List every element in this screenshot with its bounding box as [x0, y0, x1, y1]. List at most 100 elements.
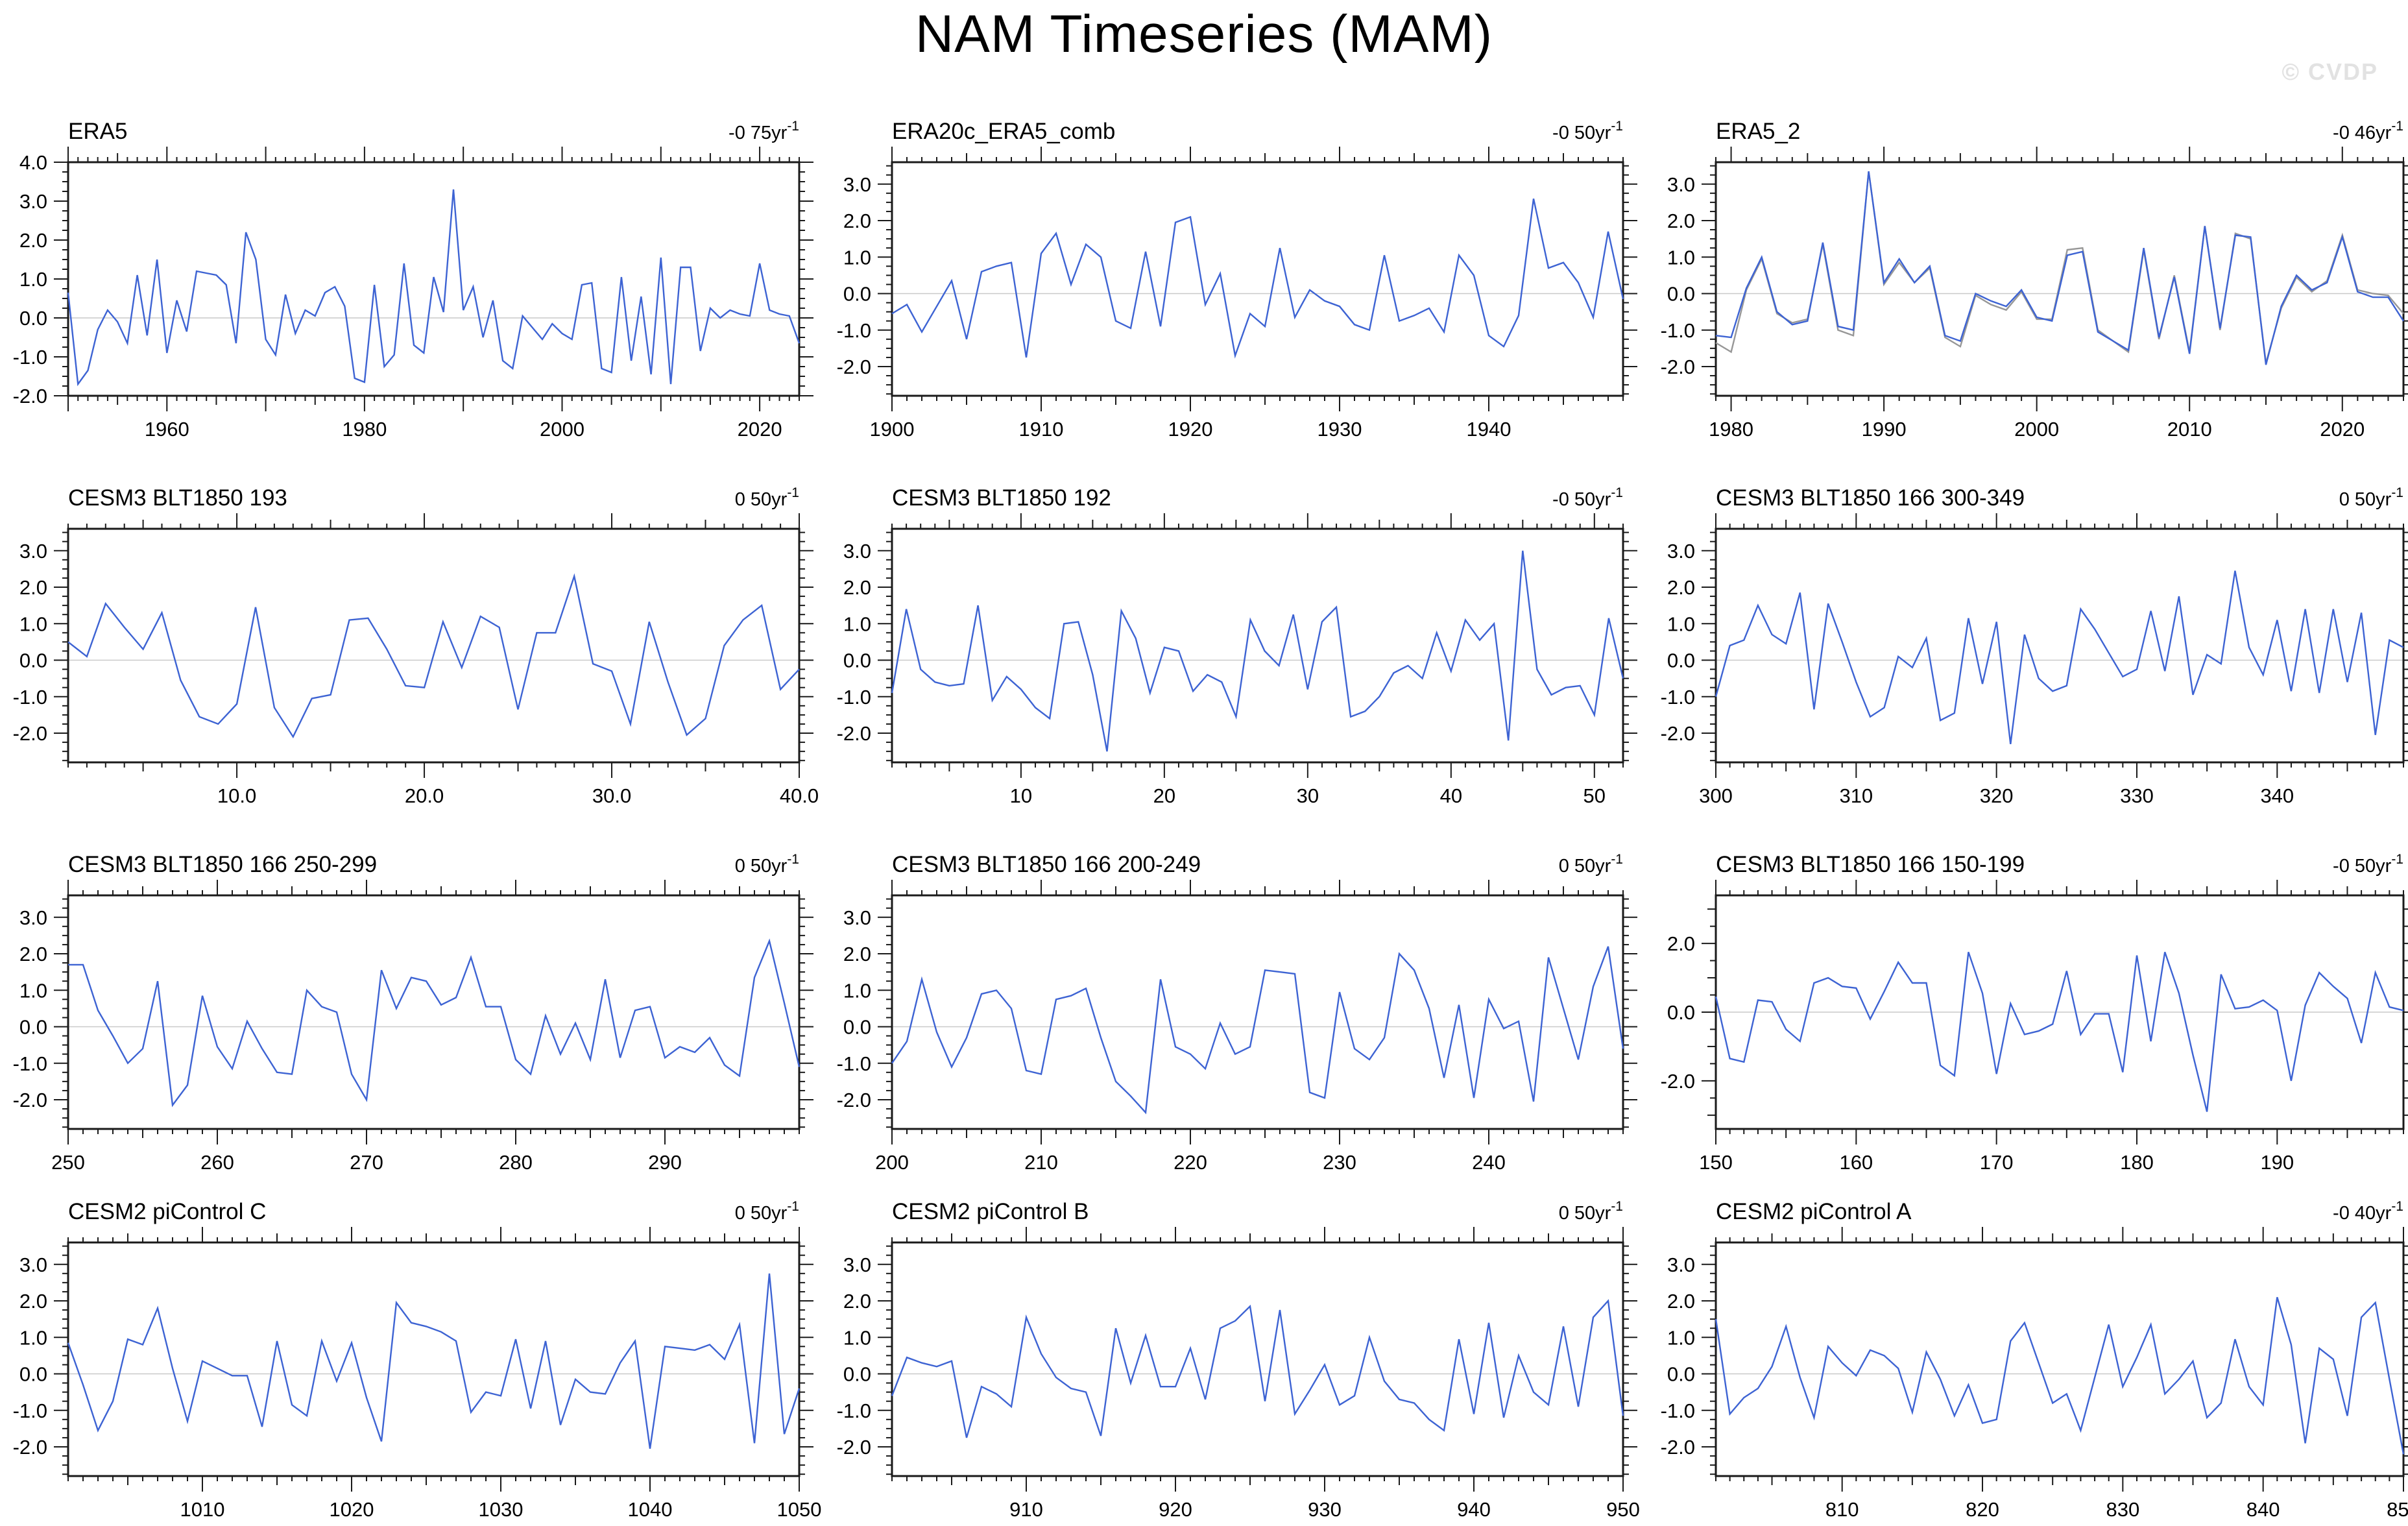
trend-label-exponent: -1 [1611, 852, 1623, 867]
series-line [1715, 570, 2404, 745]
chart-panel: CESM3 BLT1850 166 200-249 0 50yr-1 200 210 2… [837, 852, 1637, 1174]
x-tick-label: 240 [1472, 1151, 1506, 1174]
y-tick-label: 2.0 [1667, 932, 1695, 955]
trend-label-base: 0 50yr [735, 489, 788, 510]
x-tick-label: 260 [200, 1151, 234, 1174]
trend-label: 0 50yr-1 [735, 852, 799, 877]
y-tick-label: -2.0 [13, 1436, 47, 1459]
x-tick-label: 1900 [870, 418, 915, 441]
x-tick-label: 1990 [1862, 418, 1907, 441]
y-tick-label: 3.0 [19, 190, 47, 213]
y-tick-label: 1.0 [843, 246, 871, 269]
y-tick-label: 1.0 [19, 1326, 47, 1349]
y-tick-label: -2.0 [13, 722, 47, 745]
x-tick-label: 50 [1583, 784, 1606, 807]
y-tick-label: -1.0 [13, 1399, 47, 1422]
x-tick-label: 190 [2260, 1151, 2294, 1174]
plot-frame [67, 894, 801, 1130]
trend-label-base: -0 46yr [2333, 123, 2392, 143]
x-tick-label: 310 [1839, 784, 1873, 807]
panel-title: CESM2 piControl C [68, 1199, 266, 1224]
x-tick-label: 2000 [540, 418, 584, 441]
x-tick-label: 910 [1009, 1498, 1043, 1521]
y-tick-label: -2.0 [1661, 356, 1695, 378]
y-tick-label: -2.0 [1661, 722, 1695, 745]
x-tick-label: 1030 [479, 1498, 524, 1521]
y-tick-label: 4.0 [19, 151, 47, 174]
trend-label-base: -0 75yr [728, 123, 788, 143]
x-tick-label: 1020 [330, 1498, 374, 1521]
series-line [67, 189, 801, 387]
panel-title: ERA5 [68, 119, 127, 144]
trend-label-base: 0 50yr [2339, 489, 2392, 510]
trend-label-exponent: -1 [1611, 485, 1623, 500]
page-title: NAM Timeseries (MAM) [915, 5, 1493, 64]
y-tick-label: 2.0 [1667, 210, 1695, 232]
plot-frame [891, 1241, 1624, 1477]
y-tick-label: 3.0 [19, 540, 47, 563]
trend-label-base: -0 50yr [1552, 123, 1611, 143]
y-tick-label: 3.0 [843, 173, 871, 196]
x-tick-label: 850 [2387, 1498, 2408, 1521]
trend-label-exponent: -1 [787, 852, 799, 867]
trend-label-base: -0 50yr [1552, 489, 1611, 510]
y-tick-label: 2.0 [1667, 1290, 1695, 1313]
x-tick-label: 1910 [1019, 418, 1064, 441]
y-tick-label: 3.0 [1667, 540, 1695, 563]
trend-label-exponent: -1 [2391, 485, 2403, 500]
x-tick-label: 1040 [628, 1498, 673, 1521]
y-tick-label: -1.0 [837, 1399, 871, 1422]
x-tick-label: 2020 [2320, 418, 2365, 441]
x-tick-label: 270 [350, 1151, 383, 1174]
trend-label-exponent: -1 [1611, 1199, 1623, 1214]
trend-label: 0 50yr-1 [735, 1199, 799, 1224]
trend-label: 0 50yr-1 [735, 485, 799, 510]
x-tick-label: 1930 [1318, 418, 1362, 441]
panel-title: CESM3 BLT1850 166 250-299 [68, 852, 377, 877]
x-tick-label: 20 [1153, 784, 1175, 807]
x-tick-label: 330 [2120, 784, 2154, 807]
y-tick-label: 1.0 [1667, 246, 1695, 269]
y-tick-label: 0.0 [19, 649, 47, 672]
trend-label-base: 0 50yr [1559, 856, 1611, 877]
x-tick-label: 840 [2246, 1498, 2280, 1521]
y-tick-label: -2.0 [837, 356, 871, 378]
y-tick-label: 0.0 [1667, 283, 1695, 306]
panel-title: CESM2 piControl B [892, 1199, 1089, 1224]
x-tick-label: 2000 [2014, 418, 2059, 441]
x-tick-label: 820 [1966, 1498, 1999, 1521]
y-tick-label: -1.0 [1661, 686, 1695, 708]
chart-panel: CESM3 BLT1850 166 250-299 0 50yr-1 250 260 2… [13, 852, 813, 1174]
y-tick-label: -1.0 [13, 346, 47, 369]
x-tick-label: 1980 [342, 418, 387, 441]
x-tick-label: 40 [1440, 784, 1462, 807]
trend-label: -0 75yr-1 [728, 119, 799, 143]
y-tick-label: 0.0 [1667, 1363, 1695, 1386]
y-tick-label: 1.0 [19, 612, 47, 635]
series-line [1715, 1297, 2405, 1455]
x-tick-label: 230 [1323, 1151, 1356, 1174]
plot-frame [1715, 894, 2405, 1130]
trend-label: -0 40yr-1 [2333, 1199, 2403, 1224]
y-tick-label: 2.0 [19, 576, 47, 599]
y-tick-label: 1.0 [843, 612, 871, 635]
y-tick-label: 2.0 [19, 229, 47, 252]
y-tick-label: 0.0 [843, 283, 871, 306]
y-tick-label: -2.0 [1661, 1070, 1695, 1093]
panel-title: ERA5_2 [1716, 119, 1800, 144]
x-tick-label: 940 [1457, 1498, 1491, 1521]
x-tick-label: 30 [1297, 784, 1319, 807]
chart-panel: CESM3 BLT1850 193 0 50yr-1 10.0 20.0 30.0 40.… [13, 485, 819, 807]
x-tick-label: 300 [1699, 784, 1733, 807]
trend-label-exponent: -1 [2391, 1199, 2403, 1214]
panel-title: CESM3 BLT1850 166 200-249 [892, 852, 1201, 877]
plot-frame [1715, 527, 2405, 764]
y-tick-label: -2.0 [1661, 1436, 1695, 1459]
y-tick-label: 2.0 [19, 943, 47, 965]
trend-label: 0 50yr-1 [1559, 1199, 1623, 1224]
panel-title: CESM3 BLT1850 192 [892, 485, 1111, 511]
x-tick-label: 320 [1980, 784, 2014, 807]
y-tick-label: 0.0 [19, 1363, 47, 1386]
y-tick-label: 3.0 [843, 906, 871, 929]
